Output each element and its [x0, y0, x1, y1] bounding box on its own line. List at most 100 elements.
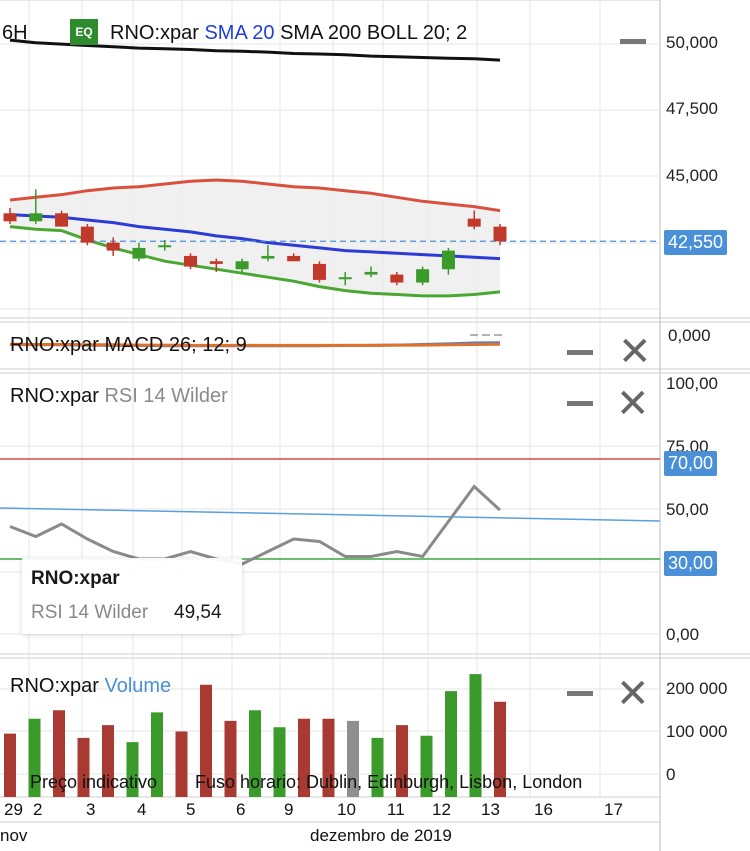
- macd-indicator[interactable]: MACD 26; 12; 9: [104, 334, 247, 356]
- candle-body: [364, 271, 378, 275]
- sma20-legend[interactable]: SMA 20: [204, 22, 275, 44]
- macd-y-tick: 0,000: [668, 326, 711, 345]
- candle-body: [312, 263, 326, 280]
- close-rsi-panel-icon[interactable]: ✕: [616, 381, 650, 427]
- candle-body: [261, 255, 275, 259]
- candle-body: [441, 250, 455, 270]
- rsi-y-tick-100: 100,00: [666, 374, 718, 393]
- volume-bar: [102, 725, 114, 797]
- volume-bar: [445, 691, 457, 797]
- month-label-december: dezembro de 2019: [310, 826, 452, 845]
- candle-body: [106, 242, 120, 251]
- minimize-rsi-panel-icon[interactable]: [567, 401, 593, 406]
- x-tick-label: 10: [337, 800, 356, 819]
- volume-symbol[interactable]: RNO:xpar: [10, 675, 99, 697]
- rsi-tooltip: RNO:xpar RSI 14 Wilder 49,54: [22, 558, 242, 634]
- candle-body: [390, 274, 404, 283]
- volume-bar: [249, 710, 261, 797]
- volume-bar: [396, 725, 408, 797]
- timezone-note: Fuso horario: Dublin, Edinburgh, Lisbon,…: [195, 772, 583, 792]
- x-tick-label: 29: [4, 800, 23, 819]
- price-y-tick-1: 47,500: [666, 99, 718, 118]
- price-y-tick-2: 45,000: [666, 166, 718, 185]
- candle-body: [338, 277, 352, 280]
- volume-bar: [420, 735, 433, 797]
- volume-bar: [126, 742, 139, 797]
- candle-body: [493, 226, 507, 242]
- volume-bar: [322, 718, 335, 797]
- minimize-volume-panel-icon[interactable]: [567, 691, 593, 696]
- bollinger-upper-line: [9, 178, 501, 213]
- minimize-price-panel-icon[interactable]: [620, 39, 646, 44]
- volume-bar: [200, 684, 212, 797]
- volume-bar: [371, 737, 384, 797]
- minimize-macd-panel-icon[interactable]: [567, 350, 593, 355]
- close-macd-panel-icon[interactable]: ✕: [618, 329, 652, 375]
- candle-body: [132, 247, 146, 259]
- rsi-symbol[interactable]: RNO:xpar: [10, 385, 99, 407]
- x-tick-label: 12: [432, 800, 451, 819]
- close-volume-panel-icon[interactable]: ✕: [616, 671, 650, 717]
- tooltip-symbol: RNO:xpar: [31, 568, 120, 589]
- volume-bar: [151, 712, 163, 797]
- main-panel-legend: RNO:xpar SMA 20 SMA 200 BOLL 20; 2: [110, 22, 467, 45]
- volume-bar: [175, 731, 188, 797]
- volume-panel: [4, 674, 506, 797]
- last-price-tag: 42,550: [664, 230, 728, 255]
- x-tick-label: 6: [236, 800, 246, 819]
- volume-panel-legend: RNO:xpar Volume: [10, 675, 171, 698]
- sma200-line: [9, 38, 501, 62]
- rsi-y-tick-50: 50,00: [666, 500, 709, 519]
- main-symbol[interactable]: RNO:xpar: [110, 22, 199, 44]
- volume-bar: [28, 718, 41, 797]
- candle-body: [287, 255, 301, 262]
- month-label-nov: nov: [0, 826, 28, 845]
- volume-bar: [273, 727, 286, 797]
- tooltip-label: RSI 14 Wilder: [31, 602, 149, 623]
- candle-body: [235, 261, 249, 270]
- volume-y-tick-0: 0: [666, 765, 676, 784]
- x-tick-label: 3: [86, 800, 96, 819]
- boll-legend[interactable]: BOLL 20; 2: [366, 22, 468, 44]
- volume-bar: [469, 674, 482, 797]
- x-tick-label: 2: [33, 800, 43, 819]
- rsi-panel-legend: RNO:xpar RSI 14 Wilder: [10, 385, 228, 408]
- rsi-level-high-tag: 70,00: [664, 451, 718, 476]
- macd-signal-line: [9, 342, 501, 347]
- volume-bar: [53, 710, 65, 797]
- volume-y-tick-200k: 200 000: [666, 679, 728, 698]
- x-tick-label: 13: [481, 800, 500, 819]
- candle-body: [467, 218, 481, 227]
- rsi-indicator[interactable]: RSI 14 Wilder: [104, 385, 228, 407]
- volume-indicator[interactable]: Volume: [104, 675, 172, 697]
- volume-y-tick-100k: 100 000: [666, 722, 728, 741]
- price-note: Preço indicativo: [30, 772, 158, 792]
- bollinger-band-fill: [10, 180, 500, 296]
- period-label[interactable]: 6H: [2, 22, 28, 44]
- volume-bar: [347, 720, 359, 797]
- price-y-tick-0: 50,000: [666, 33, 718, 52]
- x-tick-label: 11: [387, 800, 405, 819]
- rsi-trend-line: [0, 507, 661, 522]
- rsi-y-tick-0: 0,00: [666, 625, 700, 644]
- x-tick-label: 5: [186, 800, 196, 819]
- sma20-line: [9, 213, 501, 261]
- candle-body: [158, 245, 172, 248]
- candle-body: [29, 213, 43, 222]
- sma200-legend[interactable]: SMA 200: [280, 22, 362, 44]
- volume-bar: [4, 733, 16, 797]
- candle-body: [80, 226, 94, 243]
- x-tick-label: 17: [604, 800, 623, 819]
- x-tick-label: 4: [137, 800, 147, 819]
- candle-body: [55, 213, 69, 227]
- candle-body: [416, 269, 430, 283]
- candle-body: [184, 255, 198, 267]
- volume-bar: [77, 737, 90, 797]
- tooltip-value: 49,54: [174, 602, 222, 623]
- macd-panel-legend: RNO:xpar MACD 26; 12; 9: [10, 334, 247, 357]
- candle-body: [209, 261, 223, 264]
- rsi-panel: [0, 458, 661, 566]
- x-tick-label: 9: [284, 800, 294, 819]
- macd-symbol[interactable]: RNO:xpar: [10, 334, 99, 356]
